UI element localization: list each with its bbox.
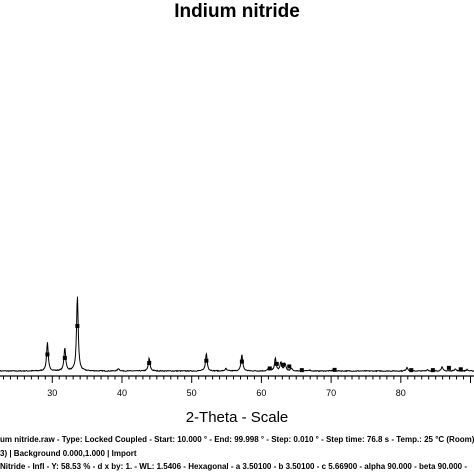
x-tick-label: 30 <box>47 388 57 398</box>
reference-peak-marker <box>332 367 337 372</box>
reference-peak-marker <box>458 367 463 372</box>
x-axis-label: 2-Theta - Scale <box>185 409 289 426</box>
scan-info-line: um nitride.raw - Type: Locked Coupled - … <box>0 435 474 444</box>
reference-peak-marker <box>299 368 304 373</box>
phase-info-line: Nitride - Infl - Y: 58.53 % - d x by: 1.… <box>0 462 468 471</box>
reference-peak-marker <box>274 361 279 366</box>
reference-peak-marker <box>281 362 286 367</box>
reference-peak-marker <box>75 323 80 328</box>
reference-peak-marker <box>287 364 292 369</box>
x-tick-label: 40 <box>117 388 127 398</box>
reference-peak-marker <box>239 359 244 364</box>
plot-area: 30 40 50 60 70 80 <box>0 296 474 398</box>
reference-peak-marker <box>147 361 152 366</box>
reference-peak-marker <box>204 358 209 363</box>
background-info-line: 3) | Background 0.000,1.000 | Import <box>0 449 137 458</box>
x-tick-label: 80 <box>396 388 406 398</box>
diffraction-pattern-line <box>0 296 474 373</box>
reference-peak-marker <box>409 368 414 373</box>
reference-peak-marker <box>430 368 435 373</box>
x-tick-label: 70 <box>326 388 336 398</box>
reference-peak-marker <box>267 366 272 371</box>
chart-title: Indium nitride <box>174 1 300 22</box>
reference-peak-marker <box>45 352 50 357</box>
reference-peak-marker <box>446 365 451 370</box>
x-tick-label: 60 <box>256 388 266 398</box>
reference-peak-marker <box>62 355 67 360</box>
x-tick-label: 50 <box>187 388 197 398</box>
